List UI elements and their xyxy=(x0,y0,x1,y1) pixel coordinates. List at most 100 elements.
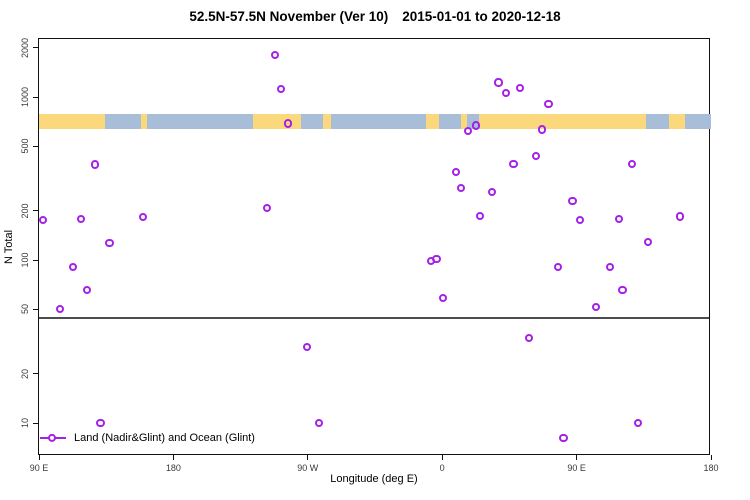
data-point xyxy=(614,215,623,224)
data-point xyxy=(77,215,86,224)
map-strip-segment-ocean xyxy=(684,113,711,129)
x-axis-title: Longitude (deg E) xyxy=(330,473,418,485)
map-strip-segment-land xyxy=(39,113,105,129)
data-point xyxy=(451,167,461,176)
data-point xyxy=(643,238,652,247)
map-strip-segment-ocean xyxy=(301,113,323,129)
data-point xyxy=(91,160,100,169)
data-point xyxy=(568,196,577,206)
map-strip-segment-ocean xyxy=(646,113,670,129)
map-strip-segment-land xyxy=(669,113,685,129)
y-tick xyxy=(33,308,38,310)
data-point xyxy=(83,285,92,295)
map-strip-segment-ocean xyxy=(439,113,461,129)
data-point xyxy=(68,262,78,272)
map-strip-segment-land xyxy=(253,113,302,129)
y-tick-label: 200 xyxy=(20,203,30,219)
y-tick-label: 10 xyxy=(20,417,30,429)
data-point xyxy=(525,333,534,343)
legend-line-icon xyxy=(40,433,66,443)
x-tick xyxy=(307,455,309,460)
data-point xyxy=(575,215,585,225)
map-strip-segment-land xyxy=(322,113,331,129)
data-point xyxy=(139,213,148,222)
y-tick xyxy=(33,96,38,98)
chart-title-dates: 2015-01-01 to 2020-12-18 xyxy=(402,9,561,24)
data-point xyxy=(302,343,311,352)
chart-title: 52.5N-57.5N November (Ver 10) 2015-01-01 … xyxy=(0,9,750,24)
data-point xyxy=(262,203,272,212)
x-tick xyxy=(38,455,40,460)
data-point xyxy=(105,239,114,248)
x-tick-label: 180 xyxy=(165,463,181,473)
map-strip-segment-ocean xyxy=(147,113,254,129)
data-point xyxy=(554,262,563,272)
x-tick-label: 90 W xyxy=(297,463,319,473)
data-point xyxy=(432,254,441,263)
y-tick-label: 50 xyxy=(20,304,30,315)
data-point xyxy=(537,125,546,134)
map-strip-segment-land xyxy=(460,113,467,129)
data-point xyxy=(675,212,685,221)
data-point xyxy=(531,151,540,160)
map-strip-segment-ocean xyxy=(104,113,142,129)
data-point xyxy=(271,51,280,60)
y-tick xyxy=(33,145,38,147)
data-point xyxy=(96,418,105,427)
data-point xyxy=(628,160,637,169)
y-axis-title: N Total xyxy=(3,229,15,265)
data-point xyxy=(277,84,286,93)
data-point xyxy=(592,303,601,312)
y-tick xyxy=(33,210,38,212)
chart-title-main: 52.5N-57.5N November (Ver 10) xyxy=(189,9,389,24)
map-strip-segment-land xyxy=(425,113,440,129)
legend: Land (Nadir&Glint) and Ocean (Glint) xyxy=(40,430,255,446)
data-point xyxy=(475,211,484,220)
x-tick-label: 90 E xyxy=(29,463,49,473)
data-point xyxy=(314,418,323,427)
data-point xyxy=(618,285,627,295)
data-point xyxy=(516,83,525,92)
data-point xyxy=(501,89,511,98)
data-point xyxy=(457,183,466,192)
x-tick xyxy=(710,455,712,460)
y-tick-label: 500 xyxy=(20,138,30,154)
x-tick xyxy=(441,455,443,460)
x-tick xyxy=(576,455,578,460)
data-point xyxy=(463,126,473,135)
data-point xyxy=(439,294,448,303)
map-strip-segment-land xyxy=(141,113,148,129)
data-point xyxy=(494,78,503,87)
x-tick-label: 0 xyxy=(439,463,445,473)
legend-point-icon xyxy=(48,433,57,443)
map-strip-segment-ocean xyxy=(466,113,479,129)
data-point xyxy=(487,187,496,196)
y-tick xyxy=(33,422,38,424)
reference-line xyxy=(39,317,709,319)
x-tick-label: 90 E xyxy=(567,463,586,473)
y-tick-label: 20 xyxy=(20,368,30,379)
y-tick-label: 2000 xyxy=(20,37,30,58)
y-tick-label: 1000 xyxy=(20,86,30,108)
y-tick xyxy=(33,47,38,49)
map-strip-segment-ocean xyxy=(330,113,426,129)
data-point xyxy=(509,160,518,169)
y-tick xyxy=(33,259,38,261)
data-point xyxy=(605,262,614,272)
data-point xyxy=(559,434,568,443)
x-tick xyxy=(172,455,174,460)
y-tick-label: 100 xyxy=(20,252,30,268)
data-point xyxy=(472,121,481,130)
legend-label: Land (Nadir&Glint) and Ocean (Glint) xyxy=(74,432,255,444)
map-strip-segment-land xyxy=(478,113,647,129)
data-point xyxy=(38,215,48,225)
y-tick xyxy=(33,373,38,375)
data-point xyxy=(634,418,643,427)
map-strip xyxy=(39,113,711,129)
data-point xyxy=(56,304,65,313)
data-point xyxy=(544,100,553,109)
x-tick-label: 180 xyxy=(703,463,719,473)
plot-area: 2000 1000 500 200 100 50 20 10 90 E 180 90 W 0 90 E 1… xyxy=(20,38,719,473)
data-point xyxy=(283,119,293,128)
